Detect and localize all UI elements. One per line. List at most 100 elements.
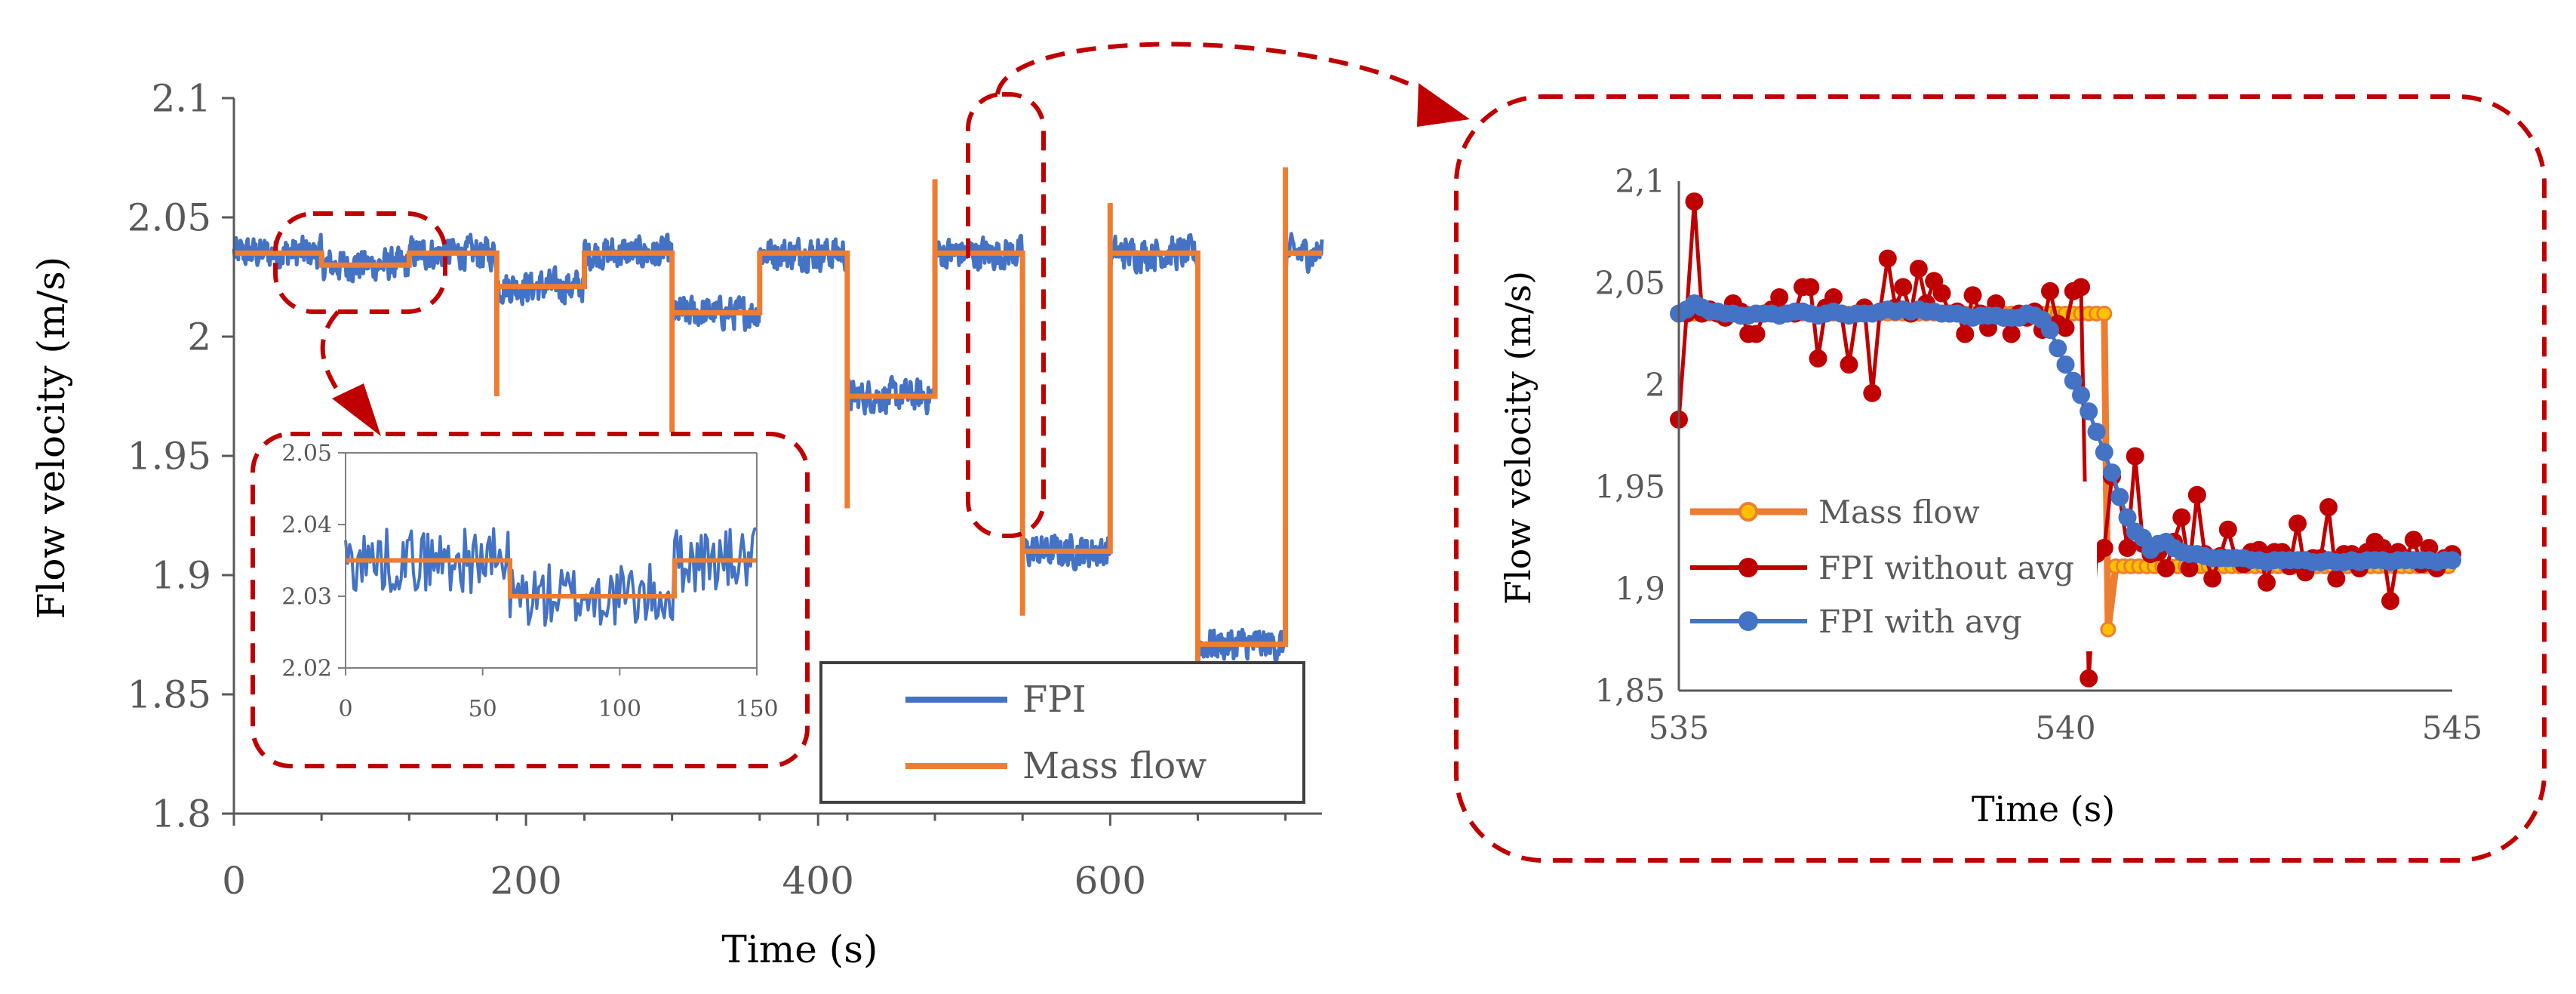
zoom-fpi-raw-point [1894,278,1913,297]
zoom-legend: Mass flow FPI without avg FPI with avg [1686,482,2097,651]
zoom-fpi-raw-point [2381,592,2399,611]
arrowhead-inset [332,383,381,436]
y-tick-label: 2,05 [1594,265,1665,302]
y-tick-label: 1,85 [1594,672,1665,709]
inset-chart: 2.02 2.03 2.04 2.05 0 50 100 150 [281,441,778,723]
callout-arrowheads [332,83,1470,436]
y-tick-label: 1,9 [1615,571,1665,608]
zoom-fpi-raw-point [1878,249,1897,268]
x-tick-label: 0 [338,696,352,722]
zoom-mass-flow-point [2096,306,2113,322]
inset-series-fpi-line [344,527,758,627]
x-tick-label: 0 [222,859,246,903]
y-tick-label: 2 [1645,367,1665,404]
callout-annotations [251,42,2547,863]
zoom-fpi-avg-point [2072,386,2090,405]
x-tick-label: 100 [598,696,641,722]
zoom-fpi-raw-point [2056,319,2075,337]
y-tick-label: 2.05 [281,441,332,467]
zoom-fpi-raw-point [1840,355,1858,374]
zoom-fpi-raw-point [2072,278,2090,297]
zoom-legend-fpi-avg-marker [1738,611,1758,631]
inset-axes: 2.02 2.03 2.04 2.05 0 50 100 150 [281,441,778,723]
y-tick-label: 1.95 [128,435,211,479]
zoom-fpi-raw-point [1932,284,1951,303]
zoom-ylabel: Flow velocity (m/s) [1498,271,1539,605]
main-xlabel: Time (s) [722,928,878,971]
zoom-legend-mass-flow-marker [1738,502,1758,522]
zoom-fpi-raw-point [1956,325,1975,343]
zoom-fpi-avg-point [2064,371,2083,390]
zoom-fpi-avg-point [2103,463,2121,482]
y-tick-label: 2.04 [281,512,332,539]
y-tick-label: 1.85 [128,673,211,717]
zoom-fpi-raw-point [1963,286,1982,305]
main-chart: 1.8 1.85 1.9 1.95 2 2.05 2.1 0 200 400 600 Time (s… [29,77,1324,971]
zoom-fpi-raw-point [1747,325,1766,343]
zoom-fpi-avg-point [2087,423,2106,442]
zoom-fpi-avg-point [2041,321,2059,340]
x-tick-label: 600 [1074,859,1146,903]
zoom-mass-flow-point [2100,621,2116,638]
zoom-fpi-raw-point [2002,325,2021,343]
inset-series-mass-flow-line [346,558,757,599]
x-tick-label: 200 [490,859,561,903]
zoom-fpi-raw-point [2041,282,2059,300]
zoom-fpi-raw-point [1809,349,1827,368]
zoom-fpi-raw-point [2319,498,2338,516]
zoom-fpi-raw-point [2156,559,2175,577]
legend-mass-flow-label: Mass flow [1022,745,1207,787]
zoom-xlabel: Time (s) [1972,789,2115,829]
y-tick-label: 1.8 [151,792,211,836]
zoom-fpi-raw-point [1909,260,1928,279]
main-ylabel: Flow velocity (m/s) [29,257,73,620]
zoom-fpi-raw-point [2180,559,2199,577]
x-tick-label: 150 [735,696,778,722]
x-tick-label: 540 [2035,709,2095,746]
zoom-fpi-raw-point [2126,447,2144,466]
callout-selection-inset [273,211,447,314]
zoom-chart: 1,85 1,9 1,95 2 2,05 2,1 535 540 545 Time (s) Fl… [1498,163,2482,829]
inset-plot-area [344,527,758,627]
zoom-fpi-raw-point [2289,514,2307,533]
x-tick-label: 535 [1649,709,1709,746]
zoom-fpi-raw-point [2327,569,2346,588]
y-tick-label: 2.03 [281,584,332,611]
zoom-fpi-raw-point [1824,288,1843,306]
y-tick-label: 1,95 [1594,469,1665,506]
zoom-fpi-raw-point [2258,573,2276,592]
zoom-legend-fpi-raw-label: FPI without avg [1818,549,2074,586]
y-tick-label: 2.02 [281,656,332,682]
zoom-legend-fpi-avg-label: FPI with avg [1818,603,2022,640]
zoom-fpi-raw-point [1685,192,1704,211]
zoom-fpi-avg-point [2080,402,2098,421]
x-tick-label: 400 [782,859,854,903]
zoom-legend-fpi-raw-marker [1738,558,1758,577]
zoom-legend-mass-flow-label: Mass flow [1818,494,1980,531]
zoom-plot-area [1670,192,2461,688]
y-tick-label: 2 [187,315,211,359]
zoom-fpi-avg-point [2056,355,2075,374]
y-tick-label: 2.1 [151,77,211,121]
zoom-fpi-raw-point [2404,531,2423,549]
zoom-fpi-raw-point [1770,288,1789,306]
zoom-axes: 1,85 1,9 1,95 2 2,05 2,1 535 540 545 [1594,163,2482,746]
x-tick-label: 545 [2422,709,2482,746]
zoom-fpi-avg-point [2118,508,2137,527]
zoom-fpi-raw-point [2203,569,2222,588]
zoom-fpi-raw-point [1801,278,1820,297]
zoom-fpi-raw-point [2080,669,2098,688]
zoom-fpi-avg-point [2095,443,2113,462]
zoom-fpi-avg-point [2110,488,2129,506]
arrowhead-zoom [1417,83,1470,127]
x-tick-label: 50 [469,696,497,722]
zoom-fpi-raw-point [2218,520,2237,539]
zoom-fpi-raw-point [1863,383,1882,402]
callout-zoom-frame [1454,94,2547,863]
zoom-fpi-avg-point [2443,551,2461,570]
zoom-fpi-raw-point [2187,485,2206,504]
callout-inset-frame [251,432,810,768]
y-tick-label: 1.9 [151,554,211,598]
main-plot-area [232,167,1324,663]
